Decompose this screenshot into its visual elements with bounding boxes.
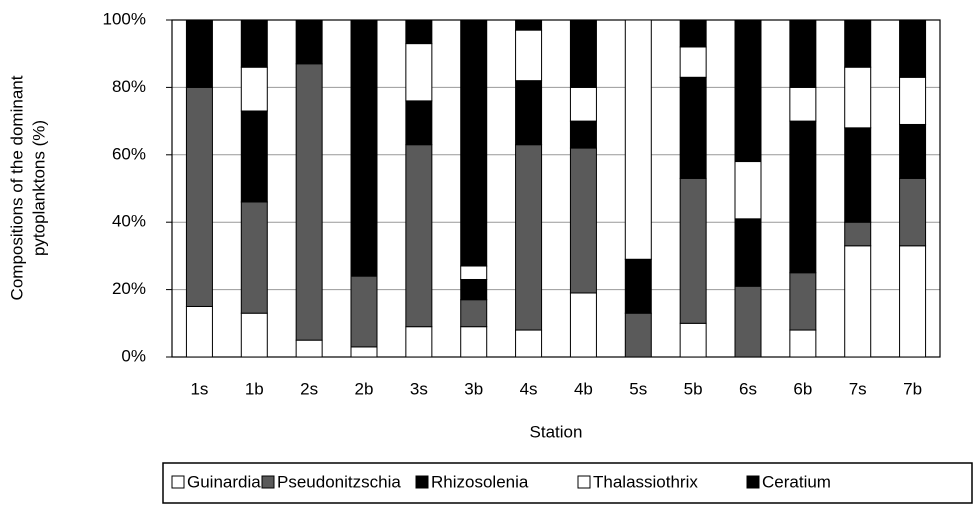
bar-segment [569, 120, 597, 149]
bar-segment [460, 19, 488, 267]
bar-segment [624, 312, 652, 358]
bar-segment [844, 66, 872, 129]
bar-segment [734, 285, 762, 358]
bar-segment [515, 144, 543, 331]
bar-segment [460, 278, 488, 301]
bar-segment [515, 19, 543, 31]
x-tick-label: 2b [355, 379, 374, 398]
bar-segment [185, 86, 213, 307]
bar-segment [460, 265, 488, 280]
legend-label: Guinardia [187, 472, 261, 491]
bar-segment [185, 19, 213, 88]
bar-segment [569, 147, 597, 294]
bar-segment [569, 292, 597, 358]
bar-segment [789, 272, 817, 331]
bar-segment [460, 326, 488, 358]
x-tick-label: 6b [793, 379, 812, 398]
y-tick-label: 20% [112, 279, 146, 298]
bar-segment [679, 46, 707, 78]
bar-segment [569, 19, 597, 88]
x-axis-title: Station [530, 422, 583, 441]
bar-segment [624, 19, 652, 260]
bar-segment [899, 19, 927, 78]
bar-segment [734, 19, 762, 163]
bar-segment [405, 19, 433, 45]
bar-segment [405, 100, 433, 146]
bar-segment [405, 144, 433, 328]
x-tick-label: 6s [739, 379, 757, 398]
y-tick-label: 60% [112, 144, 146, 163]
x-tick-label: 3s [410, 379, 428, 398]
x-tick-label: 1b [245, 379, 264, 398]
y-tick-label: 40% [112, 212, 146, 231]
bar-segment [515, 29, 543, 82]
y-tick-label: 80% [112, 77, 146, 96]
bar-segment [844, 245, 872, 358]
bar-segment [240, 312, 268, 358]
bar-segment [185, 305, 213, 358]
bar-segment [569, 86, 597, 122]
bar-segment [734, 161, 762, 220]
x-tick-label: 4b [574, 379, 593, 398]
plot-frame [171, 19, 941, 358]
bar-segment [350, 275, 378, 348]
legend-box [162, 462, 973, 504]
bar-segment [679, 19, 707, 48]
legend-label: Rhizosolenia [431, 472, 529, 491]
legend-swatch [415, 475, 429, 489]
bar-segment [789, 120, 817, 274]
x-tick-label: 4s [520, 379, 538, 398]
x-tick-label: 2s [300, 379, 318, 398]
bar-segment [240, 66, 268, 112]
legend-swatch [577, 475, 591, 489]
bar-segment [240, 201, 268, 314]
y-tick-label: 100% [103, 9, 146, 28]
x-tick-label: 7b [903, 379, 922, 398]
bar-segment [844, 19, 872, 68]
x-tick-label: 5b [684, 379, 703, 398]
bar-segment [789, 329, 817, 358]
legend-swatch [746, 475, 760, 489]
bar-segment [679, 322, 707, 358]
bar-segment [679, 177, 707, 324]
x-tick-label: 5s [629, 379, 647, 398]
legend-swatch [171, 475, 185, 489]
bar-segment [405, 326, 433, 358]
bar-segment [460, 299, 488, 328]
y-tick-label: 0% [121, 346, 146, 365]
bar-segment [789, 19, 817, 88]
bar-segment [679, 76, 707, 179]
bar-segment [515, 329, 543, 358]
legend-label: Pseudonitzschia [277, 472, 401, 491]
bar-segment [240, 110, 268, 203]
x-tick-label: 1s [190, 379, 208, 398]
bar-segment [789, 86, 817, 122]
bar-segment [295, 19, 323, 65]
legend-label: Thalassiothrix [593, 472, 698, 491]
legend-swatch [261, 475, 275, 489]
bar-segment [405, 43, 433, 102]
bar-segment [899, 177, 927, 247]
x-tick-label: 7s [849, 379, 867, 398]
bar-segment [240, 19, 268, 68]
bar-segment [350, 19, 378, 277]
bar-segment [734, 218, 762, 287]
bar-segment [515, 80, 543, 146]
bar-segment [899, 123, 927, 179]
bar-segment [844, 221, 872, 247]
x-tick-label: 3b [464, 379, 483, 398]
bar-segment [350, 346, 378, 358]
y-axis-title: pytoplanktons (%) [29, 120, 48, 256]
bar-segment [899, 76, 927, 125]
bar-segment [844, 127, 872, 223]
bar-segment [624, 258, 652, 314]
bar-segment [295, 339, 323, 358]
bar-segment [295, 63, 323, 341]
bar-segment [899, 245, 927, 358]
legend-label: Ceratium [762, 472, 831, 491]
y-axis-title: Compositions of the dominant [7, 75, 26, 300]
